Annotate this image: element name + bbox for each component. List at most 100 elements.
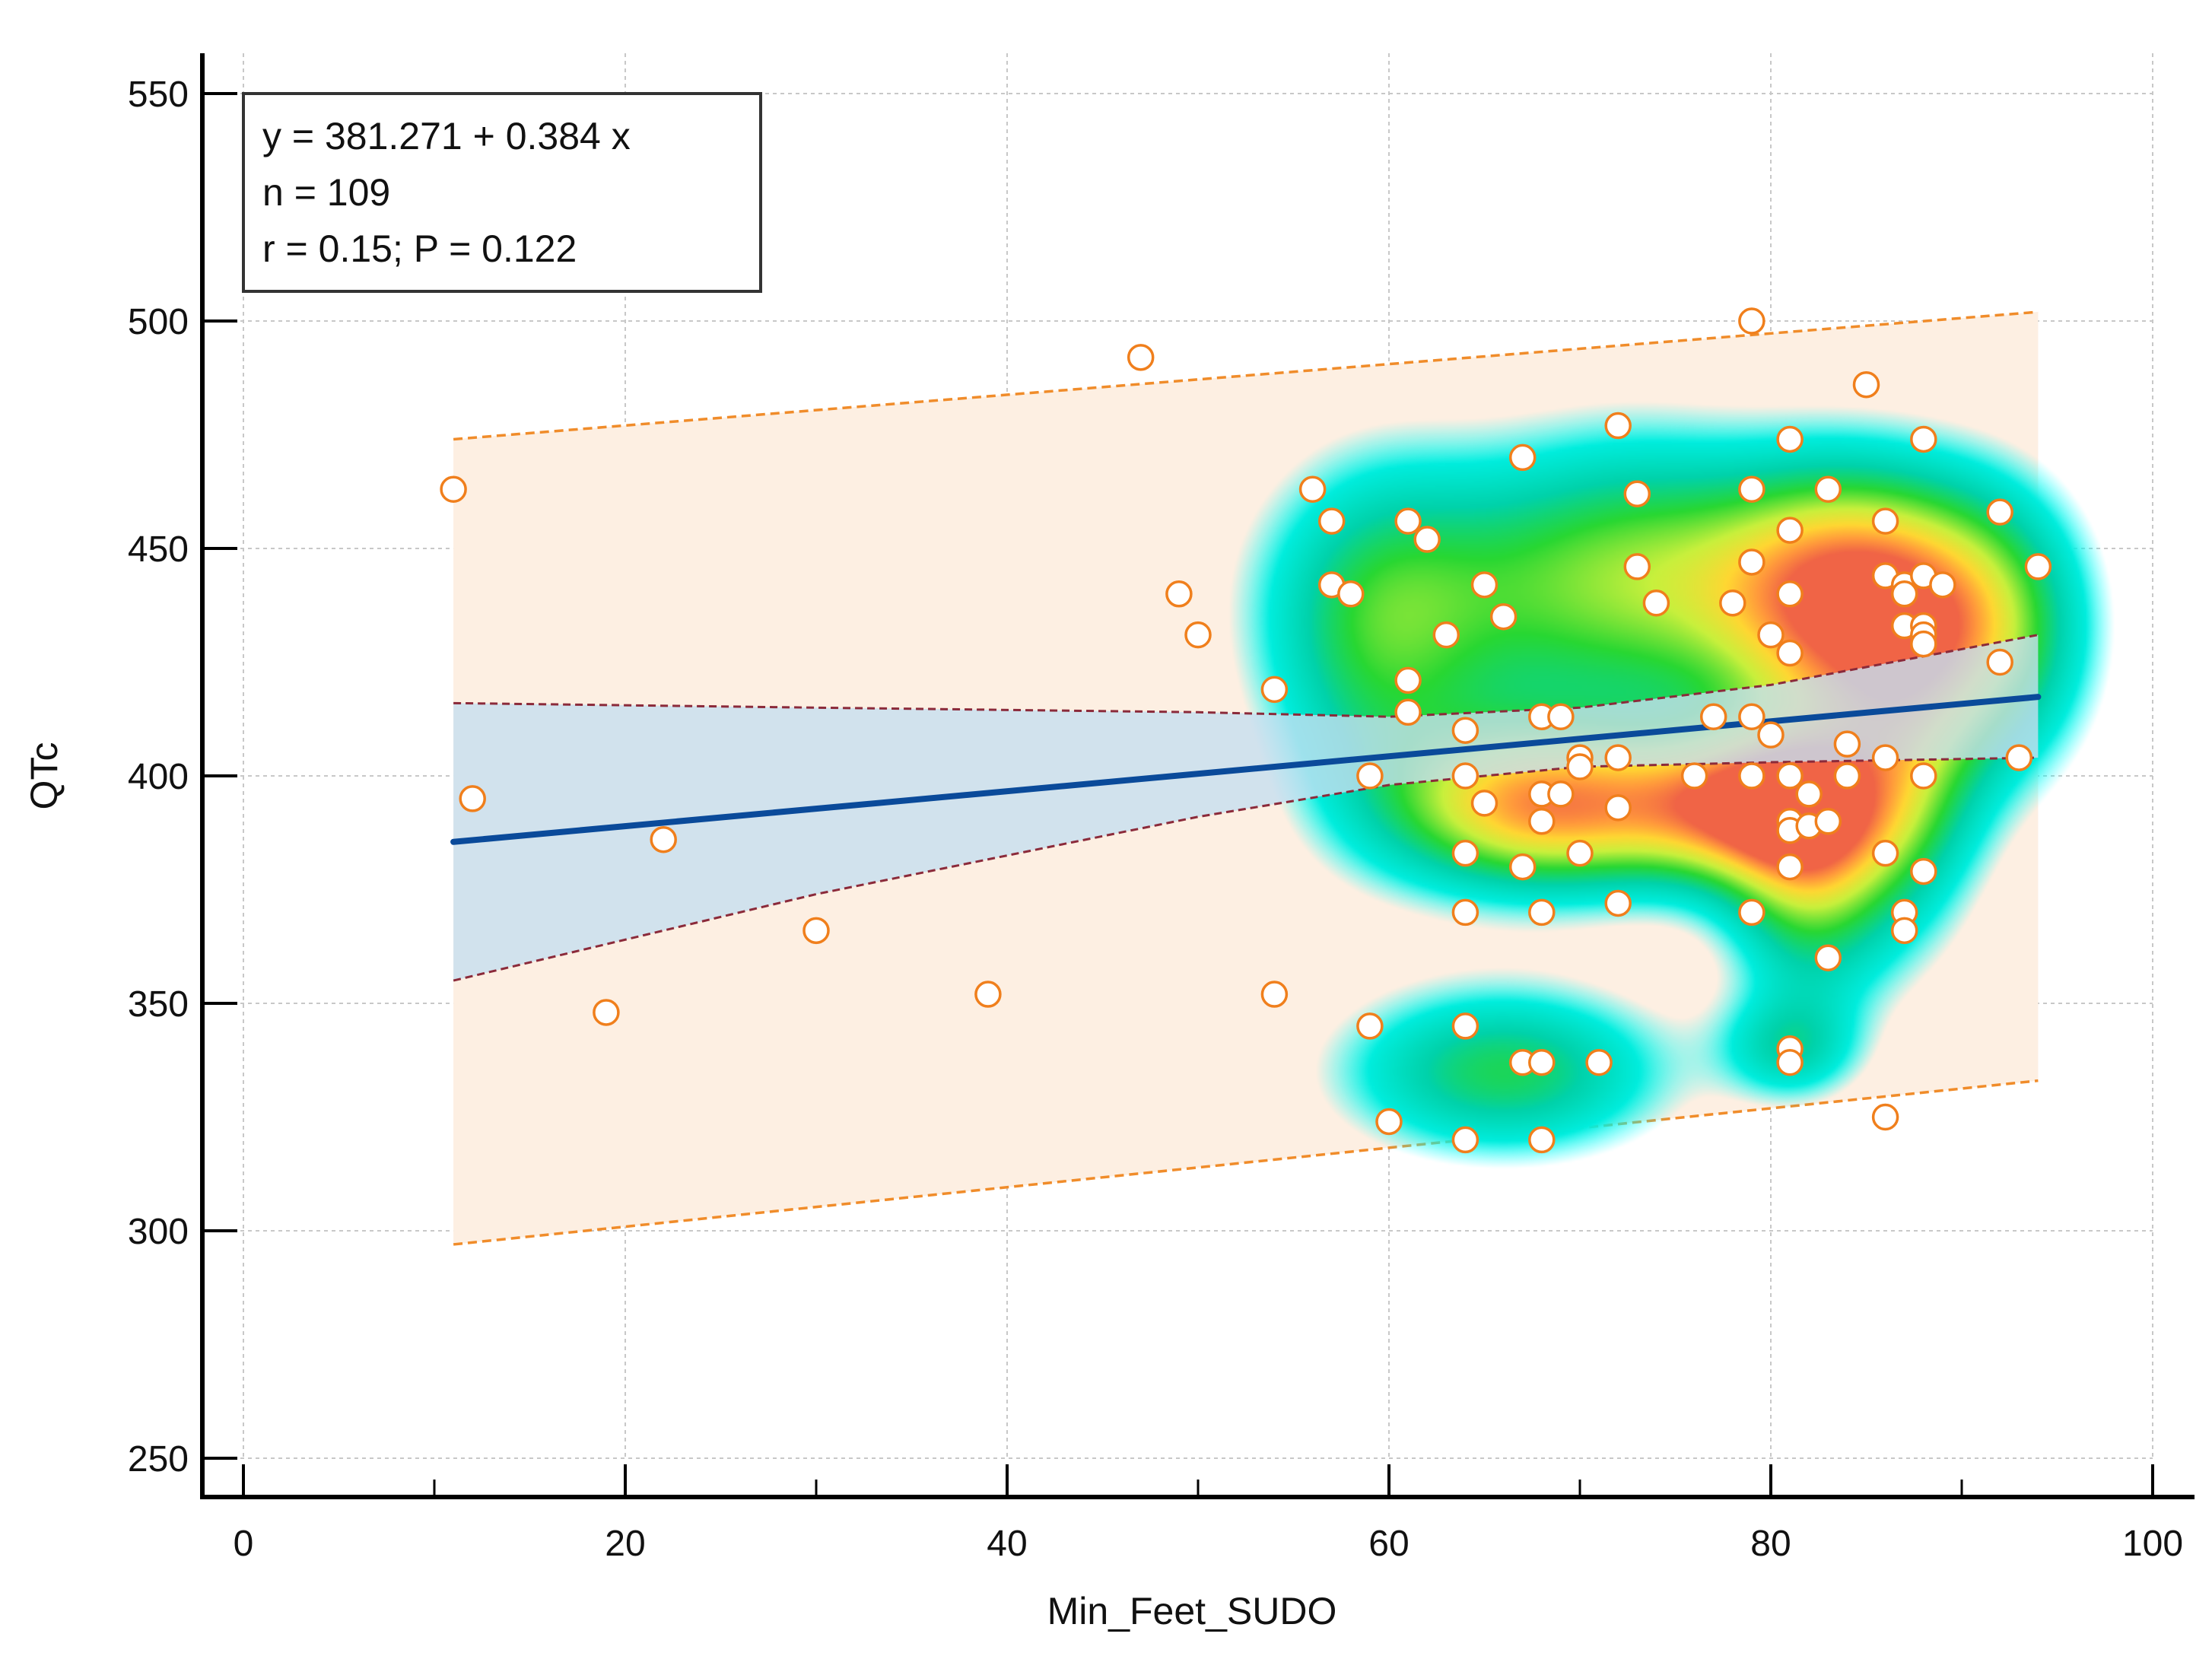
- data-point: [1642, 590, 1670, 617]
- data-point: [1489, 602, 1518, 631]
- data-point: [459, 785, 486, 812]
- data-point: [1623, 480, 1651, 507]
- data-point: [1776, 639, 1804, 667]
- data-point: [1451, 1126, 1479, 1154]
- data-point: [1680, 762, 1708, 790]
- equation-line-2: n = 109: [262, 171, 390, 214]
- data-point: [1776, 580, 1804, 608]
- equation-box: y = 381.271 + 0.384 x n = 109 r = 0.15; …: [242, 92, 762, 293]
- data-point: [1986, 648, 2013, 676]
- confidence-upper-line: [453, 634, 2039, 718]
- y-tick-label: 250: [128, 1439, 189, 1480]
- data-point: [1451, 839, 1479, 867]
- data-point: [1604, 794, 1632, 822]
- data-point: [1585, 1048, 1613, 1076]
- data-point: [1910, 630, 1937, 658]
- data-point: [1184, 621, 1212, 649]
- data-point: [1547, 703, 1575, 731]
- data-point: [802, 917, 830, 945]
- x-tick-label: 100: [2122, 1524, 2183, 1564]
- data-point: [1127, 344, 1155, 371]
- data-point: [1929, 571, 1956, 599]
- data-point: [1795, 780, 1823, 808]
- data-point: [1394, 666, 1422, 695]
- data-point: [1776, 762, 1804, 790]
- regression-line-group: [450, 694, 2042, 845]
- data-point: [1871, 744, 1899, 771]
- data-point: [1566, 753, 1594, 780]
- data-point: [1986, 498, 2013, 526]
- data-point: [1890, 580, 1918, 608]
- data-point: [1451, 898, 1479, 927]
- data-point: [1356, 762, 1384, 790]
- data-point: [1508, 443, 1537, 472]
- confidence-band: [453, 634, 2039, 982]
- data-point: [1375, 1108, 1403, 1136]
- data-point: [1776, 425, 1804, 453]
- data-point: [1394, 698, 1422, 726]
- data-point: [1528, 898, 1556, 927]
- data-point: [1833, 762, 1861, 790]
- data-point: [650, 825, 677, 853]
- data-point: [1260, 981, 1289, 1008]
- data-point: [1317, 507, 1346, 535]
- data-point: [1165, 580, 1193, 608]
- data-point: [1451, 717, 1479, 744]
- regression-line: [450, 694, 2042, 845]
- data-point: [1910, 425, 1937, 453]
- x-axis-title: Min_Feet_SUDO: [1047, 1590, 1337, 1632]
- data-point: [440, 475, 467, 504]
- data-point: [1528, 808, 1556, 835]
- data-point: [1451, 762, 1479, 790]
- data-point: [1528, 1048, 1556, 1076]
- data-point: [1528, 1126, 1556, 1154]
- data-point: [1738, 762, 1765, 790]
- data-point: [1814, 475, 1842, 504]
- data-point: [1337, 580, 1365, 608]
- data-point: [1776, 853, 1804, 881]
- axes: [200, 53, 2195, 1499]
- data-point: [1356, 1012, 1384, 1040]
- data-point: [1394, 507, 1422, 535]
- data-point: [1699, 703, 1727, 731]
- data-point: [1470, 571, 1499, 599]
- y-tick-label: 350: [128, 984, 189, 1025]
- data-point: [1566, 839, 1594, 867]
- data-point: [1852, 370, 1880, 399]
- x-tick-label: 20: [605, 1524, 645, 1564]
- data-point: [1776, 1048, 1804, 1076]
- data-point: [1298, 475, 1327, 504]
- data-point: [1604, 889, 1632, 917]
- data-point: [1814, 944, 1842, 971]
- data-point: [1738, 548, 1765, 576]
- confidence-band-fill: [453, 634, 2039, 981]
- y-tick-label: 400: [128, 757, 189, 797]
- data-point: [974, 981, 1002, 1008]
- data-point: [1260, 675, 1289, 704]
- data-point: [1833, 730, 1861, 758]
- y-tick-label: 450: [128, 529, 189, 570]
- data-point: [1814, 808, 1842, 835]
- equation-line-3: r = 0.15; P = 0.122: [262, 227, 577, 270]
- data-point: [1871, 839, 1899, 867]
- y-tick-label: 300: [128, 1212, 189, 1252]
- data-point: [1890, 917, 1918, 945]
- x-tick-label: 40: [987, 1524, 1027, 1564]
- y-axis-title: QTc: [23, 742, 65, 810]
- data-point: [1623, 553, 1651, 580]
- data-point: [1547, 780, 1575, 808]
- data-point: [1508, 853, 1537, 881]
- data-point: [1432, 621, 1460, 649]
- data-point: [1738, 703, 1765, 731]
- data-point: [1757, 721, 1785, 749]
- x-tick-label: 80: [1750, 1524, 1791, 1564]
- data-point: [2005, 744, 2033, 771]
- y-tick-label: 500: [128, 302, 189, 342]
- data-point: [1451, 1012, 1479, 1040]
- data-point: [1910, 857, 1937, 885]
- data-point: [593, 999, 620, 1026]
- data-point: [1604, 412, 1632, 440]
- data-point: [1871, 507, 1899, 535]
- tick-labels: 0 20 40 60 80 100 250 300 350 400 450 500 550: [128, 75, 2183, 1564]
